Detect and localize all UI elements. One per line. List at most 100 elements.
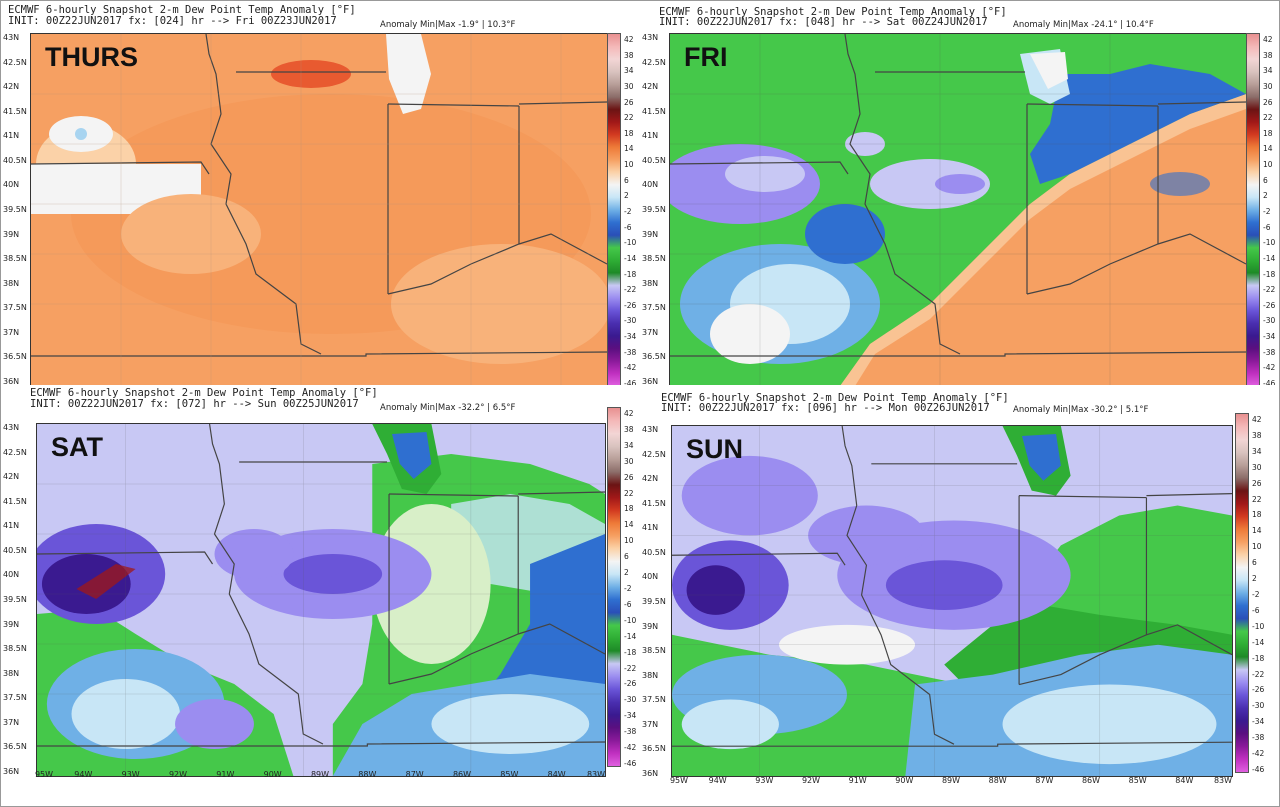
colorbar-tick: 18 (1263, 128, 1273, 138)
latitude-label: 42.5N (642, 449, 666, 459)
colorbar-tick: 30 (1252, 462, 1262, 472)
day-label: SAT (51, 432, 103, 462)
latitude-label: 43N (642, 425, 659, 434)
colorbar-tick: -30 (624, 316, 637, 326)
colorbar-tick: 2 (1252, 574, 1257, 584)
latitude-label: 41.5N (642, 498, 666, 508)
colorbar-tick: 6 (624, 552, 629, 562)
panel-sat: ECMWF 6-hourly Snapshot 2-m Dew Point Te… (2, 385, 638, 784)
latitude-axis: 43N 42.5N 42N 41.5N 41N 40.5N 40N 39.5N 39N 38.5N… (641, 425, 669, 778)
longitude-label: 93W (121, 770, 140, 779)
colorbar-tick: 18 (1252, 510, 1262, 520)
colorbar-tick: -18 (1263, 269, 1276, 279)
colorbar-tick: 42 (624, 409, 634, 418)
latitude-axis: 43N 42.5N 42N 41.5N 41N 40.5N 40N 39.5N 39N 38.5N… (2, 33, 30, 386)
latitude-label: 38.5N (642, 646, 666, 656)
colorbar-tick: -6 (624, 222, 632, 232)
colorbar-tick: -22 (1263, 285, 1276, 295)
latitude-label: 43N (3, 33, 20, 42)
colorbar-tick: -38 (624, 347, 637, 357)
colorbar-tick: -38 (1252, 733, 1265, 743)
colorbar-tick: 26 (1252, 478, 1262, 488)
panel-init: INIT: 00Z22JUN2017 fx: [096] hr --> Mon … (661, 402, 990, 414)
colorbar-tick: -34 (624, 711, 637, 721)
latitude-label: 36N (3, 767, 20, 776)
colorbar-tick: -10 (1252, 621, 1265, 631)
colorbar-tick: 22 (1252, 494, 1262, 504)
latitude-label: 38N (3, 668, 20, 678)
colorbar-tick: -6 (1252, 605, 1260, 615)
colorbar-tick: 2 (624, 568, 629, 578)
longitude-label: 92W (801, 776, 821, 784)
longitude-label: 85W (1128, 776, 1147, 784)
panel-title: ECMWF 6-hourly Snapshot 2-m Dew Point Te… (661, 392, 1009, 404)
latitude-label: 41N (642, 523, 659, 533)
latitude-label: 36N (3, 377, 20, 386)
colorbar (1235, 413, 1249, 773)
colorbar-tick: 34 (624, 66, 634, 76)
colorbar-tick: -22 (624, 663, 637, 673)
latitude-label: 38.5N (642, 254, 666, 264)
latitude-label: 40.5N (642, 155, 666, 165)
colorbar-tick: -46 (624, 759, 637, 768)
longitude-label: 83W (586, 770, 606, 779)
latitude-label: 43N (3, 423, 20, 432)
colorbar-tick: 38 (624, 50, 634, 60)
colorbar-tick: 6 (624, 175, 629, 185)
colorbar-tick: 18 (624, 128, 634, 138)
colorbar-tick: 14 (624, 144, 634, 154)
longitude-label: 84W (1175, 776, 1194, 784)
colorbar-tick: -26 (1252, 685, 1265, 695)
latitude-label: 42.5N (642, 57, 666, 67)
colorbar-tick: -18 (1252, 653, 1265, 663)
latitude-label: 40N (3, 570, 20, 580)
latitude-label: 43N (642, 33, 659, 42)
colorbar-tick: 30 (624, 81, 634, 91)
colorbar-tick: 6 (1263, 175, 1268, 185)
panel-title: ECMWF 6-hourly Snapshot 2-m Dew Point Te… (30, 387, 378, 399)
latitude-label: 38.5N (3, 644, 27, 654)
longitude-label: 83W (1213, 776, 1233, 784)
colorbar-tick: -14 (1252, 637, 1265, 647)
map-fri: FRI (669, 33, 1247, 387)
latitude-label: 39N (642, 229, 659, 239)
longitude-label: 94W (74, 770, 93, 779)
latitude-label: 38N (642, 670, 659, 680)
colorbar-tick: 18 (624, 504, 634, 514)
longitude-label: 91W (216, 770, 235, 779)
latitude-label: 40N (3, 180, 20, 190)
longitude-label: 90W (263, 770, 282, 779)
colorbar-tick: 26 (624, 472, 634, 482)
latitude-label: 42N (642, 474, 659, 484)
colorbar-tick: -18 (624, 647, 637, 657)
colorbar-tick: 22 (624, 488, 634, 498)
colorbar-tick: 6 (1252, 558, 1257, 568)
latitude-label: 41N (3, 521, 20, 531)
colorbar (607, 33, 621, 387)
colorbar-tick: 30 (624, 456, 634, 466)
latitude-label: 41.5N (3, 106, 27, 116)
latitude-label: 39N (3, 229, 20, 239)
panel-thurs: ECMWF 6-hourly Snapshot 2-m Dew Point Te… (2, 2, 638, 401)
colorbar-tick: -34 (1252, 717, 1265, 727)
longitude-label: 88W (988, 776, 1007, 784)
longitude-label: 93W (755, 776, 774, 784)
colorbar-tick: -38 (1263, 347, 1276, 357)
colorbar-tick: -34 (624, 332, 637, 342)
colorbar-tick: -42 (1263, 363, 1276, 373)
colorbar-tick: 22 (1263, 113, 1273, 123)
colorbar-tick: -6 (1263, 222, 1271, 232)
latitude-label: 37.5N (642, 303, 666, 313)
longitude-label: 95W (669, 776, 689, 784)
day-label: THURS (45, 42, 138, 72)
latitude-label: 37N (3, 717, 20, 727)
latitude-axis: 43N 42.5N 42N 41.5N 41N 40.5N 40N 39.5N 39N 38.5N… (2, 423, 30, 776)
latitude-label: 39.5N (642, 205, 666, 214)
colorbar-tick: 38 (624, 424, 634, 434)
latitude-label: 36.5N (642, 744, 666, 754)
colorbar-tick: 2 (1263, 191, 1268, 201)
colorbar-tick: -22 (1252, 669, 1265, 679)
colorbar-tick: 34 (624, 440, 634, 450)
colorbar-tick: 10 (624, 160, 634, 170)
latitude-label: 41N (642, 131, 659, 141)
